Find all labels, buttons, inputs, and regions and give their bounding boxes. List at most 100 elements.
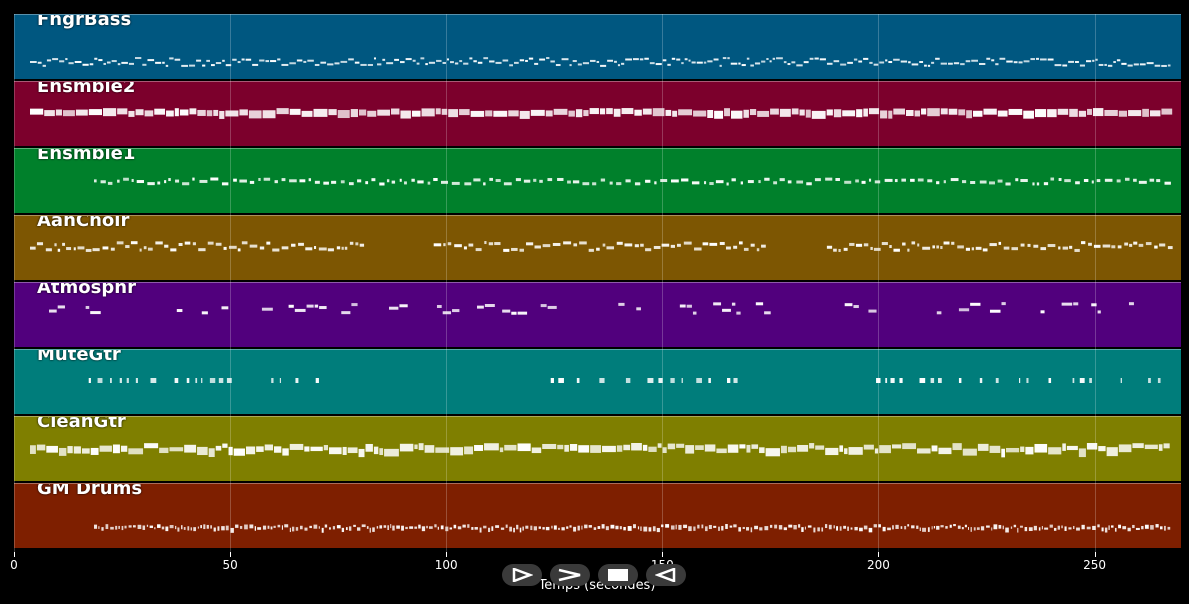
note-mark — [1164, 525, 1166, 531]
note-mark — [722, 57, 727, 60]
note-mark — [914, 110, 921, 117]
note-mark — [979, 378, 983, 383]
note-mark — [1019, 378, 1021, 383]
note-mark — [165, 64, 169, 67]
note-mark — [713, 525, 717, 528]
note-mark — [634, 182, 641, 186]
note-mark — [1035, 57, 1040, 60]
note-mark — [499, 447, 504, 453]
note-mark — [600, 178, 606, 182]
note-mark — [1087, 108, 1092, 115]
note-mark — [811, 110, 826, 119]
note-mark — [150, 378, 157, 383]
note-mark — [756, 248, 760, 252]
note-mark — [233, 178, 237, 182]
note-mark — [190, 527, 193, 531]
note-mark — [964, 524, 967, 528]
track-label: Atmosphr — [37, 282, 136, 298]
note-mark — [691, 181, 700, 185]
note-mark — [281, 63, 289, 66]
note-mark — [613, 108, 621, 117]
note-mark — [135, 378, 138, 383]
note-mark — [936, 311, 942, 315]
note-mark — [733, 524, 737, 528]
note-mark — [1132, 443, 1144, 449]
note-mark — [539, 58, 546, 61]
x-tick-label: 50 — [222, 558, 238, 572]
note-mark — [625, 58, 632, 61]
note-mark — [233, 448, 245, 456]
track-label: FngrBass — [37, 14, 132, 30]
note-mark — [99, 445, 112, 452]
track-cleangtr: CleanGtr — [14, 416, 1181, 481]
note-mark — [433, 178, 438, 182]
play-button[interactable] — [502, 564, 542, 586]
note-mark — [503, 182, 512, 186]
note-mark — [457, 526, 462, 530]
note-mark — [538, 526, 541, 529]
note-mark — [147, 182, 155, 186]
note-mark — [453, 524, 457, 529]
note-mark — [1078, 448, 1086, 458]
note-mark — [365, 181, 369, 185]
note-mark — [975, 246, 982, 250]
stop-icon — [608, 569, 628, 581]
note-mark — [157, 524, 161, 528]
note-mark — [470, 110, 485, 117]
note-mark — [128, 448, 144, 455]
note-mark — [289, 443, 304, 450]
note-mark — [58, 447, 67, 456]
stop-button[interactable] — [598, 564, 638, 586]
note-mark — [399, 178, 402, 182]
note-mark — [854, 526, 858, 531]
note-mark — [888, 61, 893, 64]
note-mark — [691, 61, 696, 64]
forward-button[interactable] — [550, 564, 590, 586]
note-mark — [893, 108, 905, 115]
note-mark — [623, 526, 626, 531]
note-mark — [121, 61, 128, 64]
note-mark — [833, 525, 835, 529]
note-mark — [131, 178, 134, 182]
note-mark — [733, 245, 738, 249]
note-lane — [94, 177, 1171, 186]
note-mark — [65, 58, 68, 61]
note-mark — [1054, 64, 1062, 67]
note-mark — [386, 62, 394, 65]
track-gm-drums: GM Drums — [14, 483, 1181, 548]
note-mark — [1089, 378, 1092, 383]
note-mark — [181, 64, 189, 67]
note-mark — [986, 525, 990, 528]
note-mark — [197, 109, 206, 116]
note-mark — [1058, 178, 1062, 182]
note-mark — [977, 443, 989, 451]
note-mark — [697, 524, 700, 529]
note-mark — [793, 524, 797, 530]
note-mark — [868, 527, 873, 533]
note-mark — [1033, 525, 1037, 531]
note-mark — [354, 61, 360, 64]
note-mark — [936, 181, 940, 185]
note-mark — [46, 59, 52, 62]
note-mark — [102, 108, 117, 117]
note-mark — [511, 311, 517, 315]
note-mark — [77, 246, 85, 250]
back-button[interactable] — [646, 564, 686, 586]
note-mark — [208, 448, 215, 458]
note-mark — [564, 444, 569, 452]
note-mark — [833, 109, 842, 118]
note-mark — [103, 62, 106, 65]
note-mark — [197, 446, 208, 456]
track-mutegtr: MuteGtr — [14, 349, 1181, 414]
note-mark — [1120, 378, 1123, 383]
note-mark — [146, 524, 149, 527]
note-mark — [714, 110, 724, 119]
note-mark — [528, 57, 534, 60]
note-mark — [731, 302, 736, 306]
note-mark — [900, 526, 903, 529]
note-mark — [547, 305, 557, 309]
note-mark — [124, 525, 127, 529]
note-mark — [345, 527, 348, 531]
note-mark — [950, 178, 959, 182]
note-mark — [494, 242, 501, 246]
